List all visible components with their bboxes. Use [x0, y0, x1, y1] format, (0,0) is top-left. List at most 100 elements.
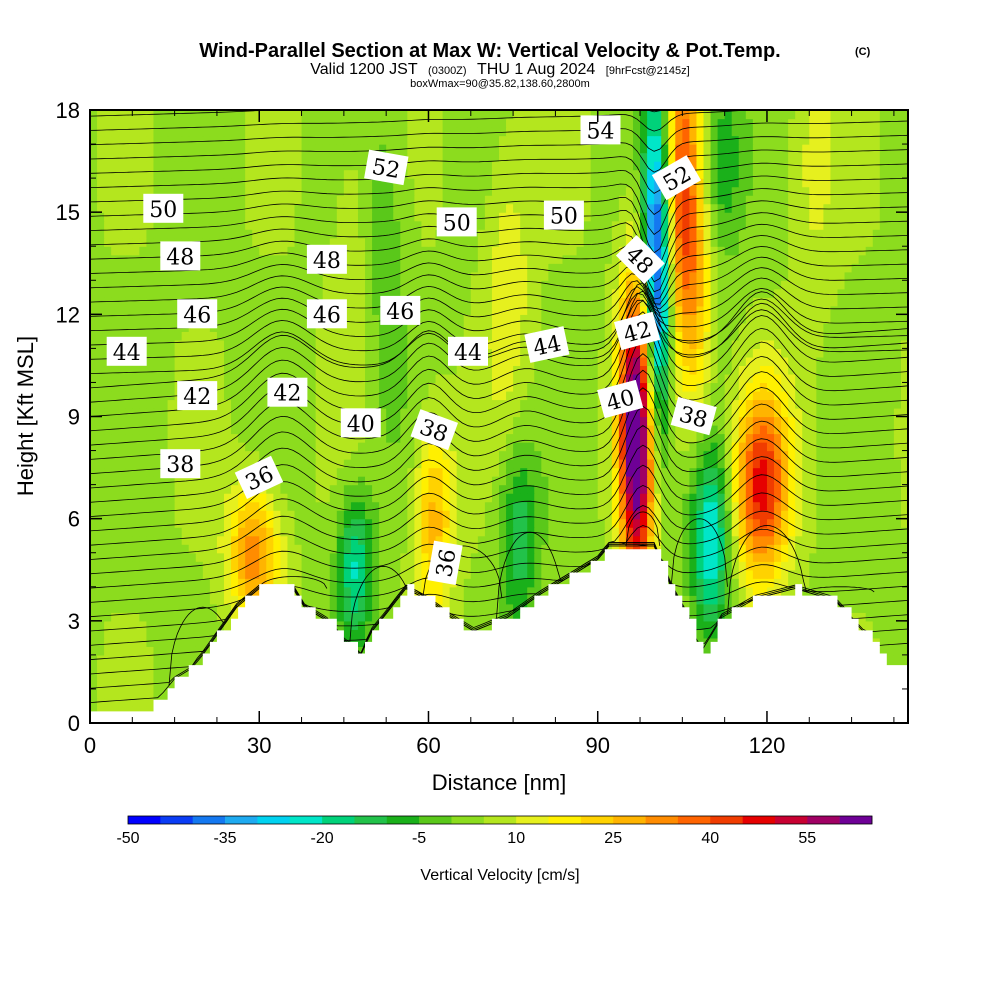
velocity-cell	[774, 544, 782, 554]
velocity-cell	[160, 535, 169, 545]
velocity-cell	[301, 578, 310, 588]
velocity-cell	[407, 356, 415, 367]
velocity-cell	[336, 612, 345, 622]
velocity-cell	[647, 365, 655, 375]
velocity-cell	[900, 442, 908, 452]
velocity-cell	[350, 476, 359, 486]
velocity-cell	[104, 654, 112, 664]
velocity-cell	[174, 552, 183, 562]
velocity-cell	[682, 467, 690, 477]
velocity-cell	[280, 407, 289, 418]
velocity-cell	[456, 612, 465, 622]
velocity-cell	[499, 544, 507, 554]
velocity-cell	[640, 399, 648, 409]
velocity-cell	[407, 510, 415, 520]
velocity-cell	[343, 518, 352, 528]
velocity-cell	[576, 425, 585, 435]
velocity-cell	[527, 382, 535, 392]
velocity-cell	[181, 646, 190, 656]
velocity-cell	[900, 603, 908, 613]
velocity-cell	[675, 459, 683, 469]
velocity-cell	[322, 578, 331, 588]
velocity-cell	[160, 671, 169, 682]
velocity-cell	[301, 501, 310, 511]
velocity-cell	[788, 578, 796, 588]
velocity-cell	[435, 390, 444, 401]
velocity-cell	[350, 450, 359, 460]
velocity-cell	[738, 552, 747, 562]
velocity-cell	[724, 450, 733, 460]
velocity-cell	[788, 527, 796, 537]
velocity-cell	[900, 518, 908, 528]
velocity-cell	[294, 544, 303, 554]
velocity-cell	[238, 373, 246, 384]
velocity-cell	[781, 518, 789, 528]
velocity-cell	[858, 407, 867, 418]
velocity-cell	[238, 561, 246, 571]
velocity-cell	[329, 416, 338, 426]
velocity-cell	[900, 595, 908, 605]
velocity-cell	[802, 433, 810, 443]
velocity-cell	[449, 493, 458, 503]
velocity-cell	[816, 467, 824, 477]
velocity-cell	[477, 407, 486, 418]
velocity-cell	[717, 586, 726, 596]
velocity-cell	[322, 544, 331, 554]
velocity-cell	[654, 484, 662, 494]
velocity-cell	[470, 476, 479, 486]
velocity-cell	[781, 501, 789, 511]
velocity-cell	[893, 442, 902, 452]
velocity-cell	[661, 365, 669, 375]
velocity-cell	[766, 484, 775, 494]
velocity-cell	[900, 629, 908, 639]
velocity-cell	[851, 569, 860, 579]
velocity-cell	[90, 688, 98, 699]
velocity-cell	[541, 390, 549, 401]
velocity-cell	[590, 433, 599, 443]
velocity-cell	[470, 510, 479, 520]
velocity-cell	[710, 416, 719, 426]
velocity-cell	[400, 425, 408, 435]
velocity-cell	[717, 535, 726, 545]
velocity-cell	[837, 399, 846, 409]
velocity-cell	[830, 552, 839, 562]
velocity-cell	[576, 433, 585, 443]
velocity-cell	[484, 501, 493, 511]
velocity-cell	[597, 407, 606, 418]
velocity-cell	[569, 493, 578, 503]
velocity-cell	[506, 544, 514, 554]
velocity-cell	[315, 535, 324, 545]
velocity-cell	[470, 552, 479, 562]
velocity-cell	[513, 535, 521, 545]
velocity-cell	[90, 459, 98, 469]
velocity-cell	[886, 476, 895, 486]
velocity-cell	[597, 433, 606, 443]
velocity-cell	[104, 595, 112, 605]
velocity-cell	[407, 467, 415, 477]
velocity-cell	[583, 442, 592, 452]
velocity-cell	[315, 450, 324, 460]
velocity-cell	[132, 416, 140, 426]
velocity-cell	[851, 578, 860, 588]
velocity-cell	[541, 407, 549, 418]
velocity-cell	[527, 425, 535, 435]
velocity-cell	[428, 373, 437, 384]
velocity-cell	[188, 425, 197, 435]
velocity-cell	[294, 416, 303, 426]
velocity-cell	[104, 493, 112, 503]
velocity-cell	[710, 382, 719, 392]
velocity-cell	[731, 493, 740, 503]
velocity-cell	[209, 450, 218, 460]
velocity-cell	[139, 603, 148, 613]
velocity-cell	[336, 544, 345, 554]
velocity-cell	[618, 510, 627, 520]
velocity-cell	[555, 518, 564, 528]
velocity-cell	[710, 356, 719, 367]
velocity-cell	[527, 433, 535, 443]
velocity-cell	[393, 442, 401, 452]
velocity-cell	[682, 527, 690, 537]
velocity-cell	[661, 416, 669, 426]
velocity-cell	[259, 561, 267, 571]
velocity-cell	[752, 450, 761, 460]
velocity-cell	[97, 671, 105, 682]
